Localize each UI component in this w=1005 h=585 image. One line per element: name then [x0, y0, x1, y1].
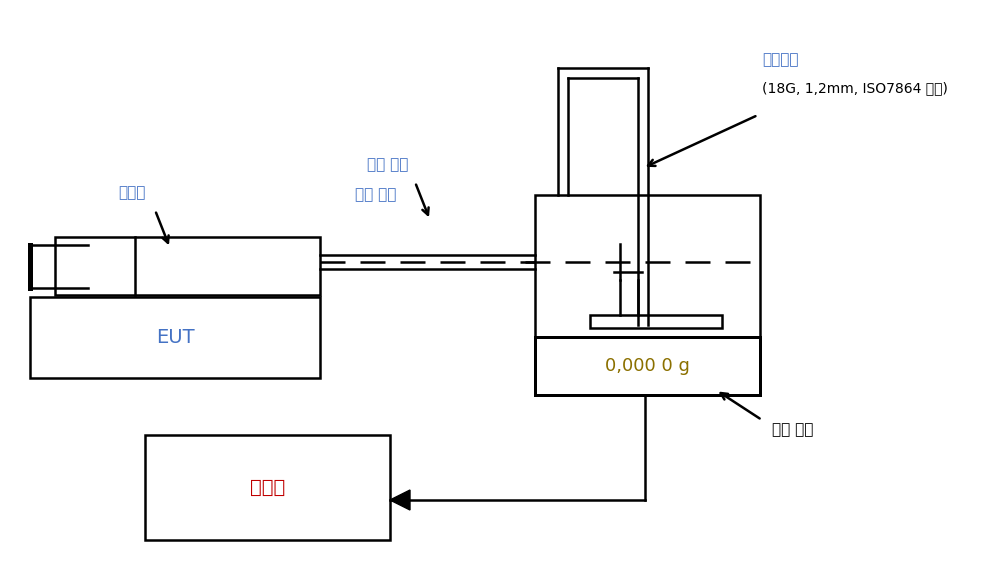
- Bar: [590, 315, 722, 328]
- Bar: [535, 337, 760, 395]
- Text: 주사기: 주사기: [119, 185, 146, 201]
- Text: (18G, 1,2mm, ISO7864 참조): (18G, 1,2mm, ISO7864 참조): [762, 81, 948, 95]
- Bar: [145, 435, 390, 540]
- Text: 수액 세트: 수액 세트: [367, 157, 409, 173]
- Bar: [30, 297, 320, 378]
- Polygon shape: [390, 490, 410, 510]
- Text: 0,000 0 g: 0,000 0 g: [605, 357, 690, 375]
- Text: 전자 저울: 전자 저울: [772, 422, 813, 438]
- Bar: [535, 195, 760, 395]
- Bar: [55, 237, 320, 295]
- Text: EUT: EUT: [156, 328, 194, 347]
- Text: 동일 레벨: 동일 레벨: [356, 188, 397, 202]
- Text: 주사바늘: 주사바늘: [762, 53, 799, 67]
- Text: 컴퓨터: 컴퓨터: [250, 478, 285, 497]
